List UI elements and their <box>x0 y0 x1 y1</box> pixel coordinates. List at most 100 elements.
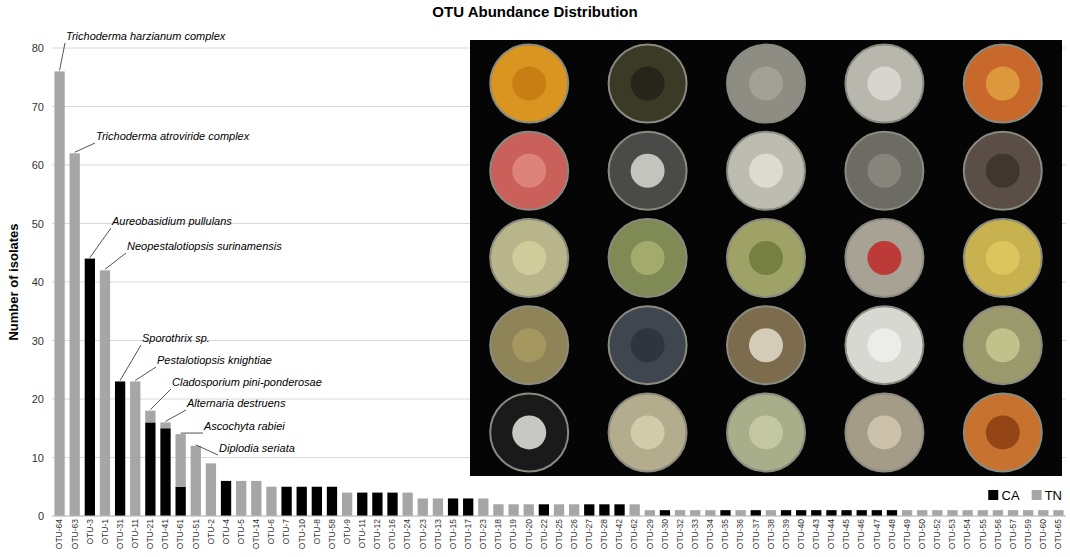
bar <box>524 504 534 516</box>
x-tick-label: OTU-62 <box>629 519 639 550</box>
bar <box>433 498 443 516</box>
bar <box>327 486 337 487</box>
x-tick-label: OTU-11 <box>130 519 140 549</box>
bar <box>191 446 201 516</box>
bar <box>85 259 95 516</box>
bar <box>614 504 624 505</box>
bar <box>614 504 624 516</box>
annotations: Trichoderma harzianum complexTrichoderma… <box>60 30 322 455</box>
legend-swatch <box>988 490 998 500</box>
culture-plate <box>727 306 805 384</box>
x-tick-label: OTU-4 <box>221 519 231 545</box>
colony <box>749 415 783 449</box>
bar <box>1053 510 1063 516</box>
culture-plate <box>490 45 568 123</box>
colony <box>749 154 783 188</box>
bar <box>1008 510 1018 516</box>
bar <box>705 510 715 516</box>
bar <box>403 493 413 516</box>
background <box>0 0 1070 557</box>
culture-plate <box>845 132 923 210</box>
bar <box>463 498 473 499</box>
bar <box>160 428 170 516</box>
culture-plate <box>845 45 923 123</box>
bar <box>251 481 261 516</box>
bar <box>841 510 851 516</box>
x-tick-label: OTU-29 <box>645 519 655 550</box>
leader-line <box>135 367 156 380</box>
bar <box>554 504 564 516</box>
culture-plate <box>609 219 687 297</box>
y-axis-title: Number of isolates <box>6 223 21 340</box>
x-tick-label: OTU-40 <box>796 519 806 550</box>
bar <box>1023 510 1033 516</box>
legend-swatch <box>1032 490 1042 500</box>
colony <box>986 328 1020 362</box>
colony <box>512 415 546 449</box>
x-tick-label: OTU-52 <box>932 519 942 550</box>
bar <box>675 510 685 516</box>
colony <box>749 67 783 101</box>
culture-plate <box>727 393 805 471</box>
x-tick-label: OTU-63 <box>70 519 80 550</box>
bar <box>387 493 397 516</box>
bar <box>221 480 231 481</box>
culture-plate <box>609 45 687 123</box>
bar <box>372 492 382 493</box>
title: OTU Abundance Distribution <box>432 3 637 20</box>
colony <box>631 154 665 188</box>
annotation: Pestalotiopsis knightiae <box>157 354 272 366</box>
bar <box>569 504 579 516</box>
bar <box>630 504 640 516</box>
bar <box>751 510 761 511</box>
bar <box>1038 510 1048 516</box>
bar <box>857 510 867 516</box>
x-axis <box>52 516 1066 517</box>
x-tick-label: OTU-15 <box>448 519 458 550</box>
culture-plate <box>490 393 568 471</box>
culture-plate <box>609 306 687 384</box>
bar <box>206 463 216 516</box>
x-tick-label: OTU-59 <box>1023 519 1033 550</box>
bar <box>645 510 655 516</box>
bar <box>221 481 231 516</box>
bar <box>478 498 488 516</box>
x-tick-label: OTU-13 <box>433 519 443 550</box>
x-tick-label: OTU-27 <box>584 519 594 550</box>
bar <box>766 510 776 516</box>
bar <box>978 510 988 516</box>
bar <box>947 510 957 516</box>
bar <box>312 487 322 516</box>
leader-line <box>120 345 141 380</box>
bar <box>781 510 791 516</box>
x-tick-label: OTU-37 <box>751 519 761 550</box>
x-tick-label: OTU-6 <box>266 519 276 545</box>
bar <box>312 486 322 487</box>
bar <box>993 510 1003 516</box>
x-tick-label: OTU-55 <box>978 519 988 550</box>
bar <box>493 504 503 516</box>
x-tick-label: OTU-38 <box>766 519 776 550</box>
bar <box>297 486 307 487</box>
bar <box>539 504 549 505</box>
x-tick-label: OTU-20 <box>524 519 534 550</box>
colony <box>512 328 546 362</box>
annotation: Cladosporium pini-ponderosae <box>172 376 322 388</box>
y-tick-label: 50 <box>32 218 44 230</box>
culture-plate <box>727 219 805 297</box>
leader-line <box>90 228 111 258</box>
bar <box>841 510 851 511</box>
x-tick-label: OTU-23 <box>478 519 488 550</box>
photo-panel <box>470 40 1062 476</box>
y-tick-label: 30 <box>32 335 44 347</box>
bar <box>266 487 276 516</box>
bar <box>357 493 367 516</box>
x-tick-label: OTU-5 <box>236 519 246 545</box>
leader-line <box>166 410 186 421</box>
colony <box>867 415 901 449</box>
y-tick-label: 60 <box>32 159 44 171</box>
x-tick-label: OTU-47 <box>872 519 882 550</box>
bar <box>826 510 836 511</box>
bar <box>160 422 170 428</box>
bar <box>281 486 291 487</box>
